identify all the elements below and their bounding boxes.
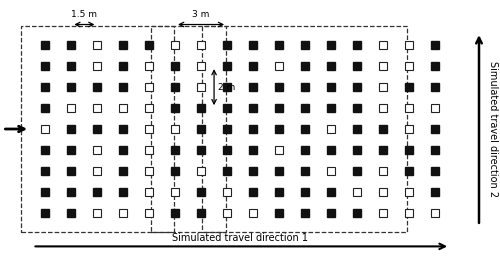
Bar — [150, 26, 226, 232]
Text: 1.5 m: 1.5 m — [72, 10, 98, 19]
Text: 3 m: 3 m — [192, 10, 210, 19]
Text: 2 m: 2 m — [218, 83, 236, 92]
Bar — [202, 26, 408, 232]
Text: Simulated travel direction 2: Simulated travel direction 2 — [488, 61, 498, 197]
Bar — [21, 26, 174, 232]
Text: Simulated travel direction 1: Simulated travel direction 1 — [172, 233, 308, 243]
